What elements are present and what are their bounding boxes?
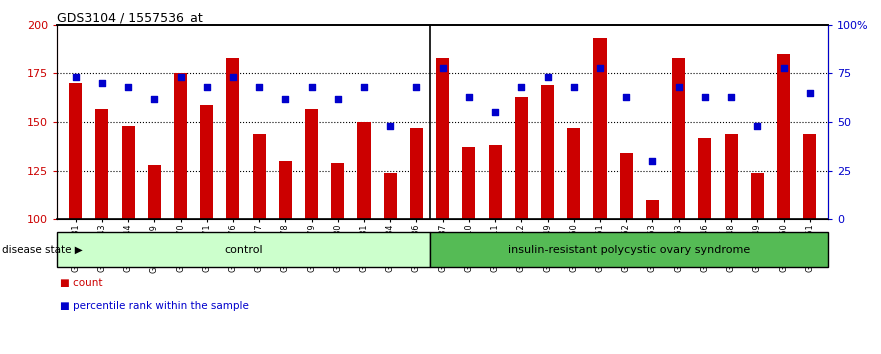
Bar — [619, 153, 633, 219]
Point — [619, 94, 633, 99]
Point — [776, 65, 790, 70]
Text: ■ count: ■ count — [60, 278, 102, 288]
Point — [803, 90, 817, 96]
Text: disease state ▶: disease state ▶ — [2, 245, 83, 255]
Point — [121, 84, 135, 90]
Bar — [57, 232, 430, 267]
Point — [69, 74, 83, 80]
Point — [436, 65, 450, 70]
Point — [593, 65, 607, 70]
Point — [698, 94, 712, 99]
Text: control: control — [224, 245, 263, 255]
Bar — [278, 161, 292, 219]
Bar — [410, 128, 423, 219]
Bar — [122, 126, 135, 219]
Bar — [148, 165, 161, 219]
Point — [147, 96, 161, 102]
Point — [200, 84, 214, 90]
Point — [462, 94, 476, 99]
Text: insulin-resistant polycystic ovary syndrome: insulin-resistant polycystic ovary syndr… — [507, 245, 750, 255]
Point — [357, 84, 371, 90]
Text: ■ percentile rank within the sample: ■ percentile rank within the sample — [60, 301, 248, 311]
Bar — [672, 58, 685, 219]
Point — [541, 74, 555, 80]
Point — [671, 84, 685, 90]
Bar — [253, 134, 266, 219]
Bar — [699, 138, 712, 219]
Bar — [436, 58, 449, 219]
Point — [174, 74, 188, 80]
Bar — [358, 122, 371, 219]
Bar — [489, 145, 501, 219]
Point — [95, 80, 109, 86]
Point — [278, 96, 292, 102]
Bar — [226, 58, 240, 219]
Point — [252, 84, 266, 90]
Bar — [384, 173, 396, 219]
Bar — [751, 173, 764, 219]
Bar — [430, 232, 828, 267]
Bar — [724, 134, 737, 219]
Point — [724, 94, 738, 99]
Point — [751, 123, 765, 129]
Bar — [95, 108, 108, 219]
Bar — [541, 85, 554, 219]
Point — [488, 110, 502, 115]
Point — [515, 84, 529, 90]
Point — [330, 96, 344, 102]
Point — [305, 84, 319, 90]
Bar — [331, 163, 344, 219]
Bar — [515, 97, 528, 219]
Text: GDS3104 / 1557536_at: GDS3104 / 1557536_at — [57, 11, 203, 24]
Bar — [594, 38, 607, 219]
Bar — [646, 200, 659, 219]
Bar — [174, 73, 187, 219]
Bar — [305, 108, 318, 219]
Point — [566, 84, 581, 90]
Point — [226, 74, 240, 80]
Bar — [200, 104, 213, 219]
Bar — [69, 83, 82, 219]
Point — [383, 123, 397, 129]
Bar — [567, 128, 581, 219]
Bar — [803, 134, 817, 219]
Bar — [463, 147, 476, 219]
Bar — [777, 54, 790, 219]
Point — [410, 84, 424, 90]
Point — [646, 158, 660, 164]
